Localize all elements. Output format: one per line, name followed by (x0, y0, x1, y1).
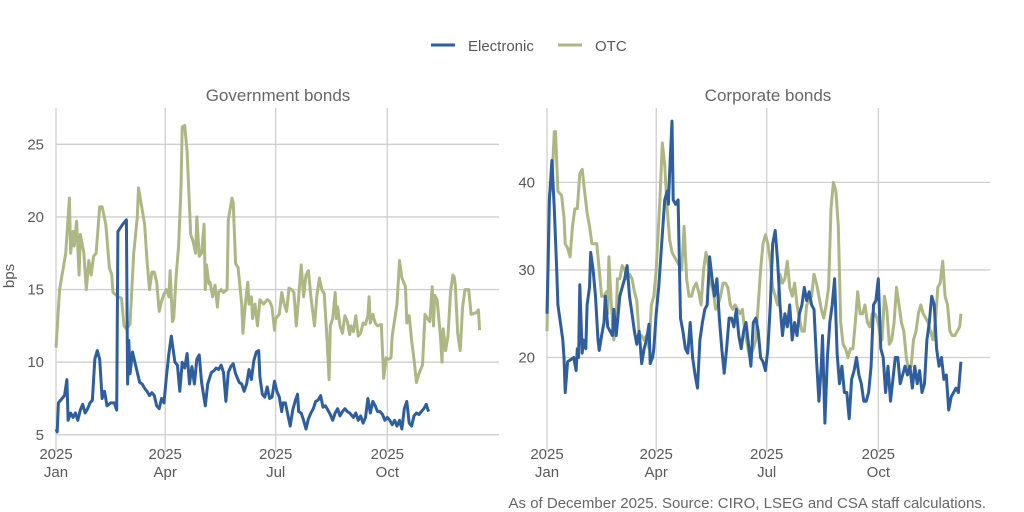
y-tick-label: 10 (27, 354, 44, 371)
y-tick-label: 25 (27, 136, 44, 153)
y-tick-label: 20 (518, 349, 535, 366)
x-tick-year: 2025 (862, 446, 895, 463)
x-tick-year: 2025 (530, 446, 563, 463)
source-note: As of December 2025. Source: CIRO, LSEG … (509, 495, 986, 512)
series-line-electronic (54, 218, 431, 434)
x-tick-month: Jan (535, 464, 559, 481)
panel-title: Corporate bonds (705, 86, 832, 105)
y-axis: 5 10 15 20 25 (27, 136, 44, 444)
y-tick-label: 20 (27, 209, 44, 226)
x-tick-month: Oct (376, 464, 400, 481)
x-tick-month: Apr (154, 464, 177, 481)
grid (546, 108, 990, 452)
y-tick-label: 15 (27, 282, 44, 299)
y-tick-label: 40 (518, 174, 535, 191)
panel-title: Government bonds (206, 86, 351, 105)
legend-label-electronic: Electronic (468, 38, 534, 55)
legend: Electronic OTC (431, 38, 627, 55)
grid (55, 108, 499, 452)
series (54, 123, 482, 434)
y-axis: 20 30 40 (518, 174, 535, 366)
x-tick-year: 2025 (149, 446, 182, 463)
x-tick-year: 2025 (640, 446, 673, 463)
x-tick-month: Jul (266, 464, 285, 481)
x-tick-month: Jul (757, 464, 776, 481)
x-tick-year: 2025 (259, 446, 292, 463)
series (545, 119, 963, 425)
y-tick-label: 5 (36, 427, 44, 444)
x-tick-month: Apr (645, 464, 668, 481)
series-line-electronic (545, 119, 963, 425)
x-tick-year: 2025 (371, 446, 404, 463)
x-tick-month: Oct (867, 464, 891, 481)
legend-label-otc: OTC (595, 38, 627, 55)
x-tick-month: Jan (44, 464, 68, 481)
x-tick-year: 2025 (39, 446, 72, 463)
y-axis-label: bps (1, 264, 18, 288)
series-line-otc (54, 123, 482, 384)
x-tick-year: 2025 (750, 446, 783, 463)
y-tick-label: 30 (518, 262, 535, 279)
